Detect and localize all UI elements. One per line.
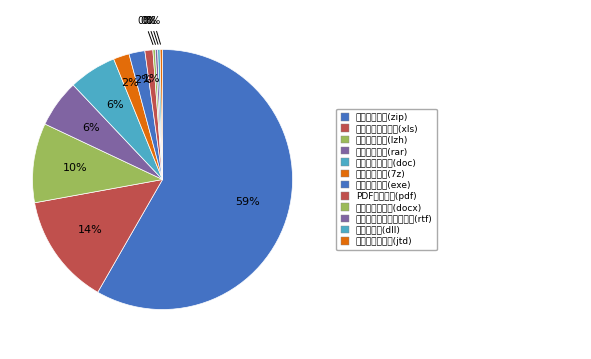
Wedge shape [35, 180, 163, 292]
Text: 1%: 1% [143, 74, 161, 84]
Text: 2%: 2% [134, 75, 151, 85]
Text: 2%: 2% [122, 78, 139, 88]
Text: 0%: 0% [137, 16, 153, 45]
Wedge shape [98, 50, 293, 309]
Text: 6%: 6% [106, 100, 124, 110]
Text: 0%: 0% [143, 16, 158, 44]
Wedge shape [33, 124, 163, 203]
Text: 0%: 0% [146, 16, 161, 44]
Text: 0%: 0% [140, 16, 155, 45]
Wedge shape [73, 59, 163, 180]
Text: 59%: 59% [236, 197, 260, 207]
Wedge shape [113, 54, 163, 180]
Wedge shape [129, 51, 163, 180]
Wedge shape [145, 50, 163, 180]
Wedge shape [160, 50, 163, 180]
Wedge shape [153, 50, 163, 180]
Text: 10%: 10% [63, 163, 87, 173]
Text: 14%: 14% [78, 225, 103, 236]
Wedge shape [155, 50, 163, 180]
Wedge shape [158, 50, 163, 180]
Text: 6%: 6% [82, 123, 100, 132]
Wedge shape [45, 85, 163, 180]
Legend: 圧縮ファイル(zip), エクセルファイル(xls), 圧縮ファイル(lzh), 圧縮ファイル(rar), ワードファイル(doc), 圧縮ファイル(7z), : 圧縮ファイル(zip), エクセルファイル(xls), 圧縮ファイル(lzh),… [336, 108, 437, 251]
